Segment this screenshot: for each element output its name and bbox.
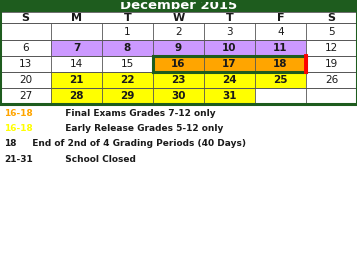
Text: 20: 20 bbox=[19, 75, 32, 85]
Text: 9: 9 bbox=[175, 43, 182, 53]
Text: 30: 30 bbox=[171, 91, 186, 101]
Text: S: S bbox=[327, 13, 336, 23]
Text: 13: 13 bbox=[19, 59, 32, 69]
Text: 15: 15 bbox=[121, 59, 134, 69]
Text: Early Release Grades 5-12 only: Early Release Grades 5-12 only bbox=[59, 124, 223, 133]
Text: 7: 7 bbox=[73, 43, 80, 53]
Text: 23: 23 bbox=[171, 75, 186, 85]
Bar bbox=[255, 72, 306, 88]
Text: 22: 22 bbox=[120, 75, 135, 85]
Text: 19: 19 bbox=[325, 59, 338, 69]
Text: 6: 6 bbox=[22, 43, 29, 53]
Text: 8: 8 bbox=[124, 43, 131, 53]
Bar bbox=[153, 23, 204, 40]
Bar bbox=[51, 23, 102, 40]
Bar bbox=[204, 40, 255, 56]
Text: 18: 18 bbox=[273, 59, 288, 69]
Bar bbox=[0, 12, 357, 23]
Text: T: T bbox=[124, 13, 131, 23]
Bar bbox=[0, 23, 51, 40]
Text: 25: 25 bbox=[273, 75, 288, 85]
Bar bbox=[51, 72, 102, 88]
Bar bbox=[204, 23, 255, 40]
Bar bbox=[153, 56, 204, 72]
Text: Final Exams Grades 7-12 only: Final Exams Grades 7-12 only bbox=[59, 109, 216, 118]
Text: 11: 11 bbox=[273, 43, 288, 53]
Bar bbox=[0, 0, 357, 12]
Bar bbox=[204, 88, 255, 104]
Text: December 2015: December 2015 bbox=[120, 0, 237, 12]
Text: 28: 28 bbox=[69, 91, 84, 101]
Bar bbox=[102, 23, 153, 40]
Text: 24: 24 bbox=[222, 75, 237, 85]
Text: F: F bbox=[277, 13, 284, 23]
Text: S: S bbox=[21, 13, 30, 23]
Bar bbox=[306, 72, 357, 88]
Bar bbox=[255, 56, 306, 72]
Bar bbox=[204, 56, 255, 72]
Bar bbox=[0, 72, 51, 88]
Bar bbox=[51, 56, 102, 72]
Text: 5: 5 bbox=[328, 27, 335, 37]
Bar bbox=[102, 72, 153, 88]
Text: 16: 16 bbox=[171, 59, 186, 69]
Bar bbox=[153, 88, 204, 104]
Text: End of 2nd of 4 Grading Periods (40 Days): End of 2nd of 4 Grading Periods (40 Days… bbox=[26, 139, 246, 148]
Bar bbox=[204, 72, 255, 88]
Text: 27: 27 bbox=[19, 91, 32, 101]
Text: 1: 1 bbox=[124, 27, 131, 37]
Bar bbox=[306, 88, 357, 104]
Bar bbox=[255, 23, 306, 40]
Bar bbox=[51, 40, 102, 56]
Text: 29: 29 bbox=[120, 91, 135, 101]
Text: 16-18: 16-18 bbox=[4, 124, 33, 133]
Text: 21: 21 bbox=[69, 75, 84, 85]
Bar bbox=[306, 40, 357, 56]
Text: 17: 17 bbox=[222, 59, 237, 69]
Bar bbox=[306, 23, 357, 40]
Bar bbox=[153, 72, 204, 88]
Bar bbox=[102, 40, 153, 56]
Bar bbox=[255, 88, 306, 104]
Text: 14: 14 bbox=[70, 59, 83, 69]
Bar bbox=[102, 56, 153, 72]
Bar bbox=[0, 0, 357, 104]
Text: 16-18: 16-18 bbox=[4, 109, 33, 118]
Bar bbox=[0, 88, 51, 104]
Text: W: W bbox=[172, 13, 185, 23]
Bar bbox=[0, 40, 51, 56]
Text: M: M bbox=[71, 13, 82, 23]
Text: 18: 18 bbox=[4, 139, 16, 148]
Text: 3: 3 bbox=[226, 27, 233, 37]
Bar bbox=[51, 88, 102, 104]
Text: 4: 4 bbox=[277, 27, 284, 37]
Text: 31: 31 bbox=[222, 91, 237, 101]
Bar bbox=[306, 56, 357, 72]
Bar bbox=[102, 88, 153, 104]
Text: T: T bbox=[226, 13, 233, 23]
Bar bbox=[0, 56, 51, 72]
Text: 26: 26 bbox=[325, 75, 338, 85]
Text: 12: 12 bbox=[325, 43, 338, 53]
Text: 10: 10 bbox=[222, 43, 237, 53]
Text: School Closed: School Closed bbox=[59, 155, 136, 163]
Bar bbox=[153, 40, 204, 56]
Text: 21-31: 21-31 bbox=[4, 155, 33, 163]
Bar bbox=[255, 40, 306, 56]
Text: 2: 2 bbox=[175, 27, 182, 37]
